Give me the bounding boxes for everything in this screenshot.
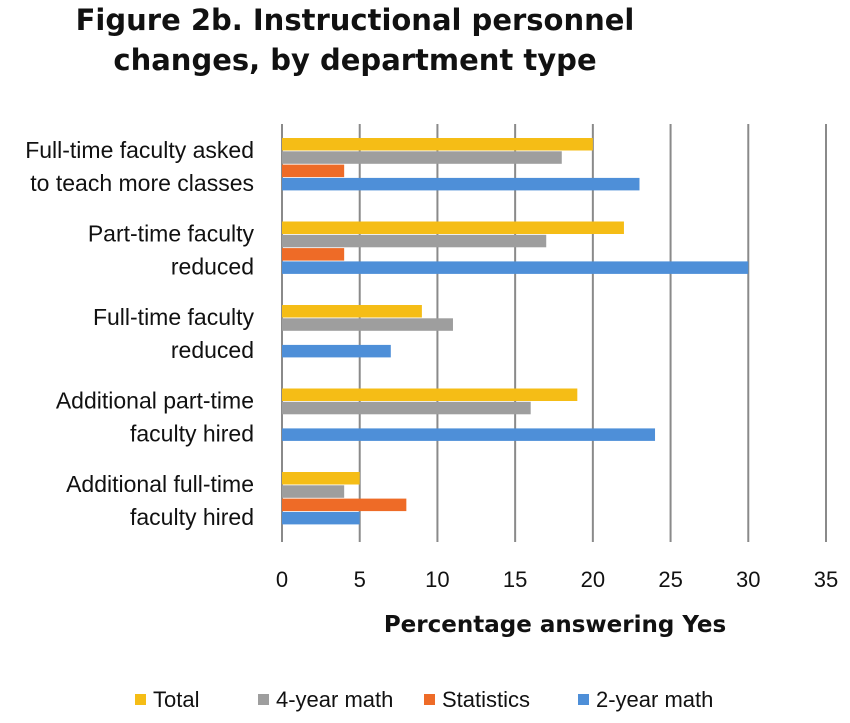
category-labels: Full-time faculty asked to teach more cla… — [25, 137, 254, 530]
category-label-0-0: Full-time faculty asked — [25, 137, 254, 163]
bar-4-0 — [282, 472, 360, 485]
x-tick-label-2: 10 — [425, 567, 449, 592]
legend-swatch-0 — [135, 694, 146, 705]
category-label-3-1: faculty hired — [130, 421, 254, 447]
category-label-0-1: to teach more classes — [30, 170, 254, 196]
legend-label-2: Statistics — [442, 687, 530, 712]
x-tick-label-7: 35 — [814, 567, 838, 592]
bar-3-3 — [282, 428, 656, 441]
legend-label-3: 2-year math — [596, 687, 713, 712]
bar-4-1 — [282, 485, 345, 498]
chart-title-line-2: changes, by department type — [113, 43, 596, 77]
x-tick-labels: 0 5 10 15 20 25 30 35 — [276, 567, 838, 592]
x-tick-label-4: 20 — [581, 567, 605, 592]
bar-2-1 — [282, 318, 453, 331]
category-label-4-1: faculty hired — [130, 504, 254, 530]
x-tick-label-5: 25 — [658, 567, 682, 592]
category-label-2-1: reduced — [171, 337, 254, 363]
bar-0-3 — [282, 177, 640, 191]
bar-3-1 — [282, 401, 531, 415]
legend: Total 4-year math Statistics 2-year math — [135, 687, 713, 712]
gridlines — [281, 124, 827, 542]
bar-4-3 — [282, 511, 360, 525]
bar-2-0 — [282, 305, 422, 318]
bar-3-0 — [282, 388, 578, 401]
bar-4-2 — [282, 498, 407, 512]
category-label-2-0: Full-time faculty — [93, 304, 255, 330]
bar-1-2 — [282, 248, 345, 261]
category-label-1-1: reduced — [171, 254, 254, 280]
legend-label-0: Total — [153, 687, 199, 712]
x-tick-label-3: 15 — [503, 567, 527, 592]
category-label-3-0: Additional part-time — [56, 388, 254, 414]
chart-title: Figure 2b. Instructional personnel chang… — [76, 3, 635, 77]
bar-0-2 — [282, 164, 345, 178]
bar-1-0 — [282, 221, 624, 234]
bar-0-1 — [282, 151, 562, 164]
x-axis-label: Percentage answering Yes — [384, 612, 726, 638]
bar-2-3 — [282, 344, 391, 358]
category-label-4-0: Additional full-time — [66, 471, 254, 497]
x-tick-label-0: 0 — [276, 567, 288, 592]
bar-1-3 — [282, 261, 749, 274]
bar-0-0 — [282, 138, 593, 151]
x-tick-label-6: 30 — [736, 567, 760, 592]
bar-1-1 — [282, 234, 547, 248]
x-tick-label-1: 5 — [354, 567, 366, 592]
category-label-1-0: Part-time faculty — [88, 221, 255, 247]
legend-label-1: 4-year math — [276, 687, 393, 712]
legend-swatch-3 — [578, 694, 589, 705]
legend-swatch-2 — [424, 694, 435, 705]
bars — [282, 138, 749, 525]
chart-title-line-1: Figure 2b. Instructional personnel — [76, 3, 635, 37]
legend-swatch-1 — [258, 694, 269, 705]
